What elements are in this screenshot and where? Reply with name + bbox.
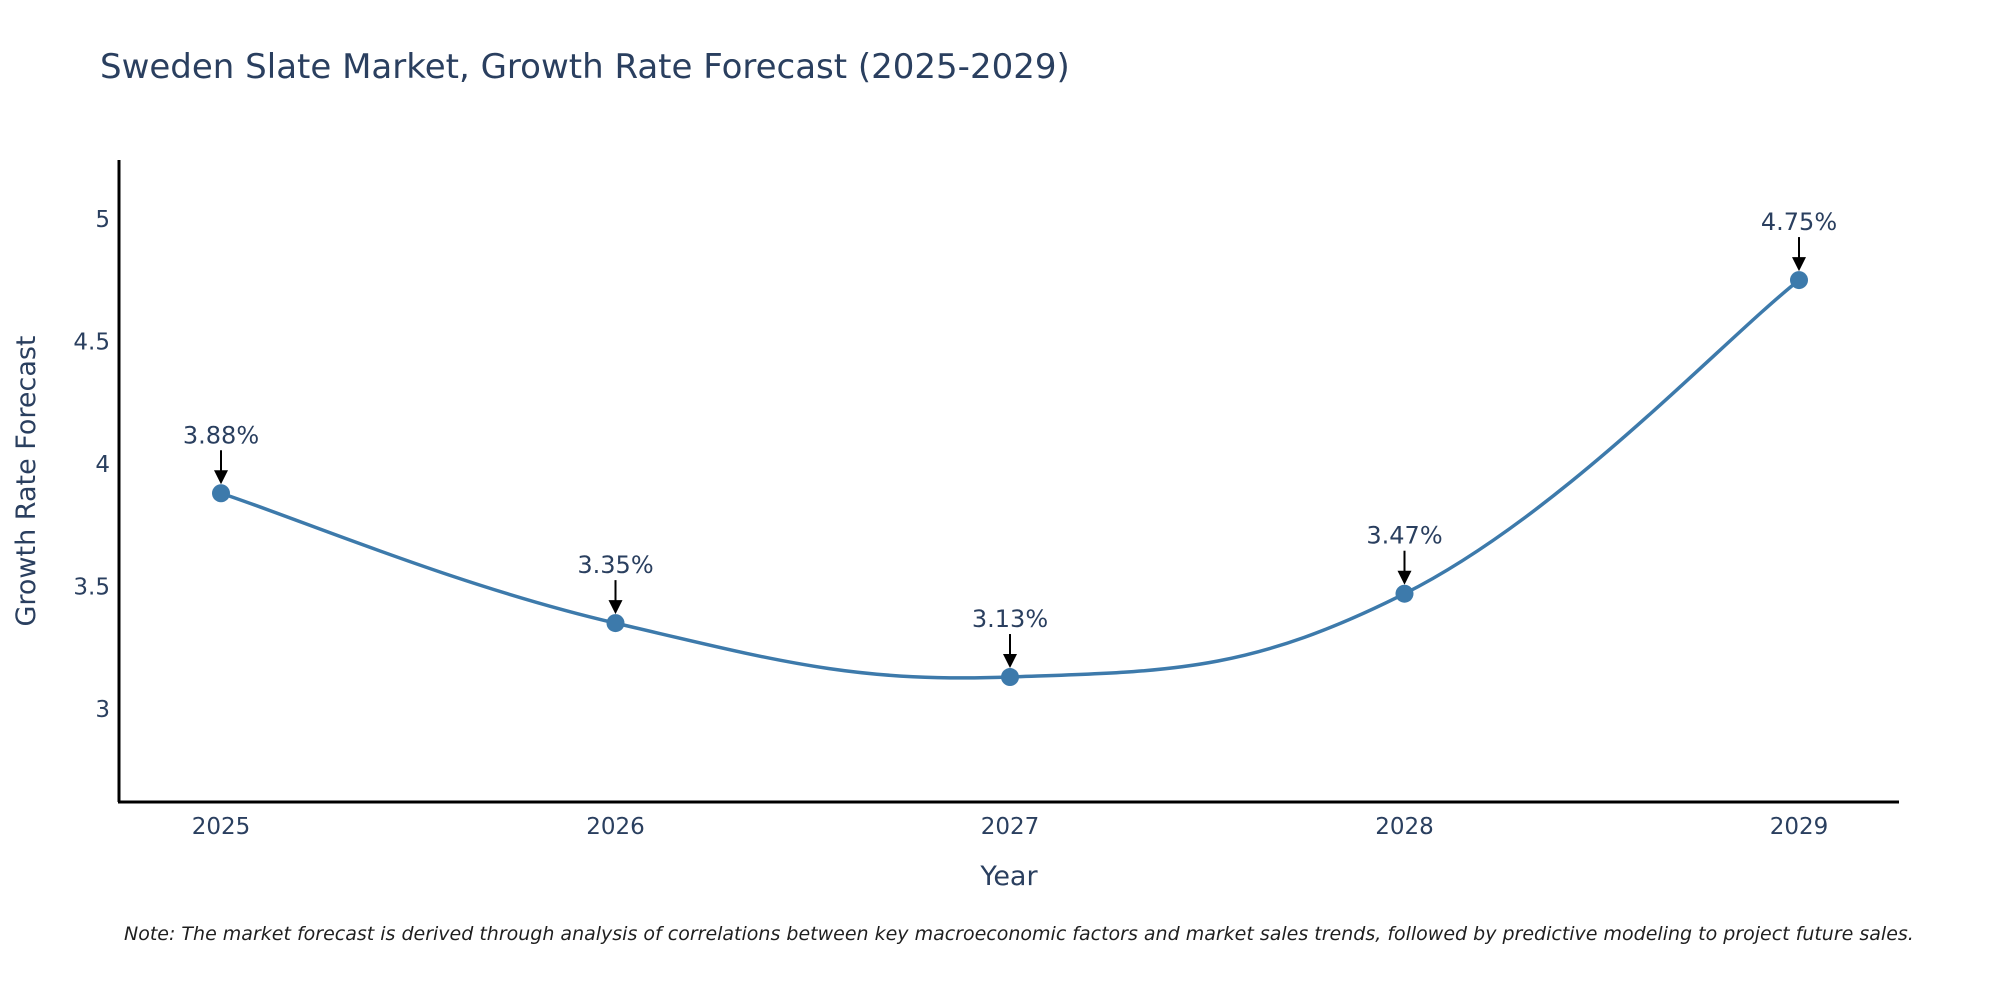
chart-title: Sweden Slate Market, Growth Rate Forecas… [100,47,1070,87]
y-tick-label: 4 [95,452,110,478]
footnote: Note: The market forecast is derived thr… [124,923,1914,945]
data-point[interactable] [1790,271,1808,290]
y-axis-title: Growth Rate Forecast [11,335,42,626]
data-point[interactable] [1395,584,1414,603]
x-tick-label: 2028 [1375,814,1434,840]
data-label: 3.13% [972,605,1048,633]
data-label: 3.47% [1366,522,1442,550]
plot-area: 3 3.5 4 4.5 5 2025 2026 2027 2028 2029 3.88% 3.35% 3… [73,207,1837,840]
y-tick-label: 3 [95,697,110,723]
y-tick-label: 3.5 [73,574,110,600]
data-point[interactable] [212,484,230,503]
data-point[interactable] [1001,668,1019,687]
x-tick-label: 2025 [192,814,251,840]
x-tick-label: 2027 [981,814,1040,840]
data-point[interactable] [606,614,625,633]
x-tick-label: 2029 [1770,814,1829,840]
annotation-arrow-head [1792,257,1806,272]
annotation-arrow-head [1003,654,1017,669]
data-label: 3.35% [577,551,653,579]
annotation-arrow-head [608,600,623,615]
x-axis-title: Year [979,861,1038,892]
y-tick-label: 5 [95,207,110,233]
annotation-arrow-head [1397,570,1412,585]
y-tick-label: 4.5 [73,329,110,355]
x-tick-label: 2026 [586,814,645,840]
data-label: 3.88% [183,421,259,449]
annotation-arrow-head [214,470,228,485]
data-label: 4.75% [1761,208,1837,236]
